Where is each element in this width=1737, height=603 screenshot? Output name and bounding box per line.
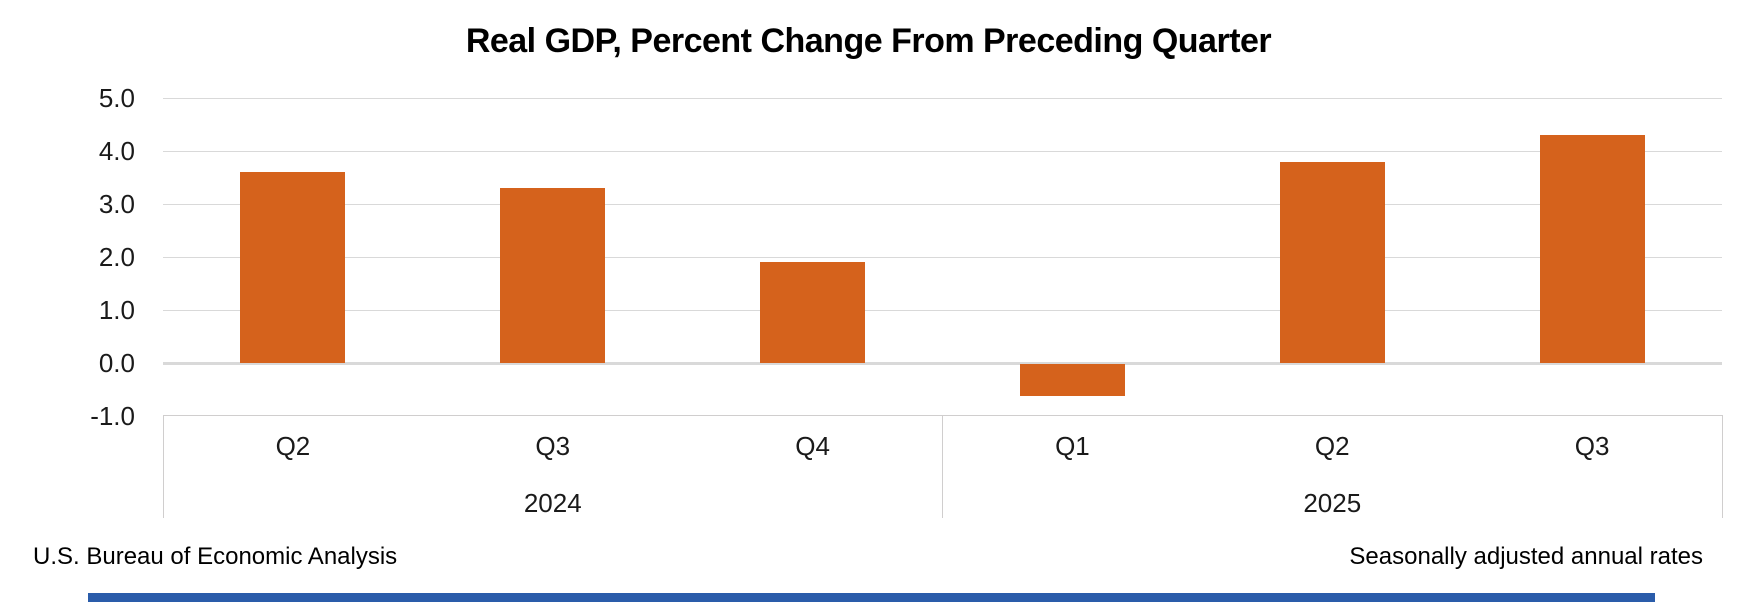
data-bar	[760, 262, 866, 363]
gridline	[163, 204, 1722, 205]
chart-title: Real GDP, Percent Change From Preceding …	[465, 22, 1272, 60]
y-axis-tick-label: 1.0	[98, 295, 135, 325]
data-bar	[240, 172, 346, 363]
data-bar	[1539, 135, 1645, 363]
data-bar	[1019, 364, 1125, 396]
y-axis-tick-label: 5.0	[98, 83, 135, 113]
data-bar	[1279, 161, 1385, 363]
category-divider-tick	[942, 415, 943, 518]
y-axis-tick-label: -1.0	[90, 401, 135, 431]
gridline	[163, 151, 1722, 152]
source-note: U.S. Bureau of Economic Analysis	[33, 543, 398, 570]
year-label: 2025	[1303, 488, 1362, 518]
category-divider-tick	[1721, 415, 1723, 518]
quarter-label: Q4	[795, 431, 830, 461]
gridline	[163, 310, 1722, 311]
quarter-label: Q2	[1314, 431, 1350, 461]
data-bar	[500, 188, 606, 363]
quarter-label: Q1	[1055, 431, 1090, 461]
category-divider-tick	[162, 415, 164, 518]
adjustment-note: Seasonally adjusted annual rates	[1349, 543, 1703, 570]
y-axis-tick-label: 3.0	[98, 189, 135, 219]
y-axis-tick-label: 4.0	[98, 136, 135, 166]
quarter-label: Q3	[1574, 431, 1610, 461]
y-axis-tick-label: 0.0	[98, 348, 135, 378]
zero-gridline	[163, 362, 1722, 365]
gridline	[163, 257, 1722, 258]
quarter-label: Q2	[275, 431, 311, 461]
quarter-label: Q3	[535, 431, 571, 461]
year-label: 2024	[523, 488, 582, 518]
y-axis-tick-label: 2.0	[98, 242, 135, 272]
gridline	[163, 98, 1722, 99]
bottom-accent-bar	[88, 593, 1655, 602]
